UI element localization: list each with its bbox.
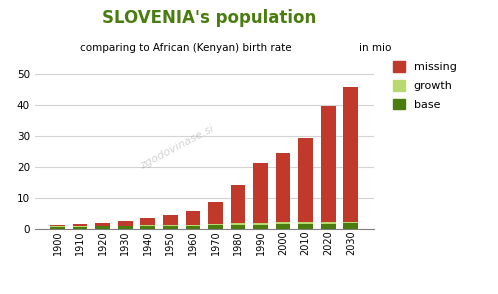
Bar <box>118 221 132 225</box>
Text: in mio: in mio <box>359 43 391 53</box>
Bar <box>231 185 246 223</box>
Bar <box>118 226 132 229</box>
Text: zgodovinase.si: zgodovinase.si <box>138 124 216 171</box>
Bar <box>276 224 290 229</box>
Legend: missing, growth, base: missing, growth, base <box>392 61 457 110</box>
Bar <box>231 223 246 225</box>
Bar <box>186 211 200 225</box>
Bar <box>208 225 223 229</box>
Bar <box>231 225 246 229</box>
Bar <box>73 226 88 227</box>
Bar <box>276 153 290 223</box>
Bar <box>298 138 313 222</box>
Bar <box>344 87 358 222</box>
Bar <box>321 224 336 229</box>
Bar <box>73 224 88 226</box>
Bar <box>344 222 358 223</box>
Bar <box>140 226 155 229</box>
Bar <box>95 226 110 229</box>
Text: comparing to African (Kenyan) birth rate: comparing to African (Kenyan) birth rate <box>80 43 291 53</box>
Bar <box>118 225 132 226</box>
Bar <box>344 223 358 229</box>
Bar <box>140 218 155 225</box>
Bar <box>163 216 178 225</box>
Bar <box>298 224 313 229</box>
Bar <box>321 222 336 224</box>
Bar <box>186 225 200 229</box>
Bar <box>95 223 110 226</box>
Bar <box>276 223 290 224</box>
Bar <box>253 225 268 229</box>
Bar <box>140 225 155 226</box>
Bar <box>208 202 223 224</box>
Bar <box>298 222 313 224</box>
Bar <box>321 106 336 222</box>
Bar <box>253 223 268 225</box>
Bar <box>163 226 178 229</box>
Bar <box>50 225 65 226</box>
Bar <box>50 226 65 227</box>
Bar <box>208 224 223 225</box>
Text: SLOVENIA's population: SLOVENIA's population <box>102 9 316 27</box>
Bar <box>73 227 88 229</box>
Bar <box>253 163 268 223</box>
Bar <box>50 227 65 229</box>
Bar <box>163 225 178 226</box>
